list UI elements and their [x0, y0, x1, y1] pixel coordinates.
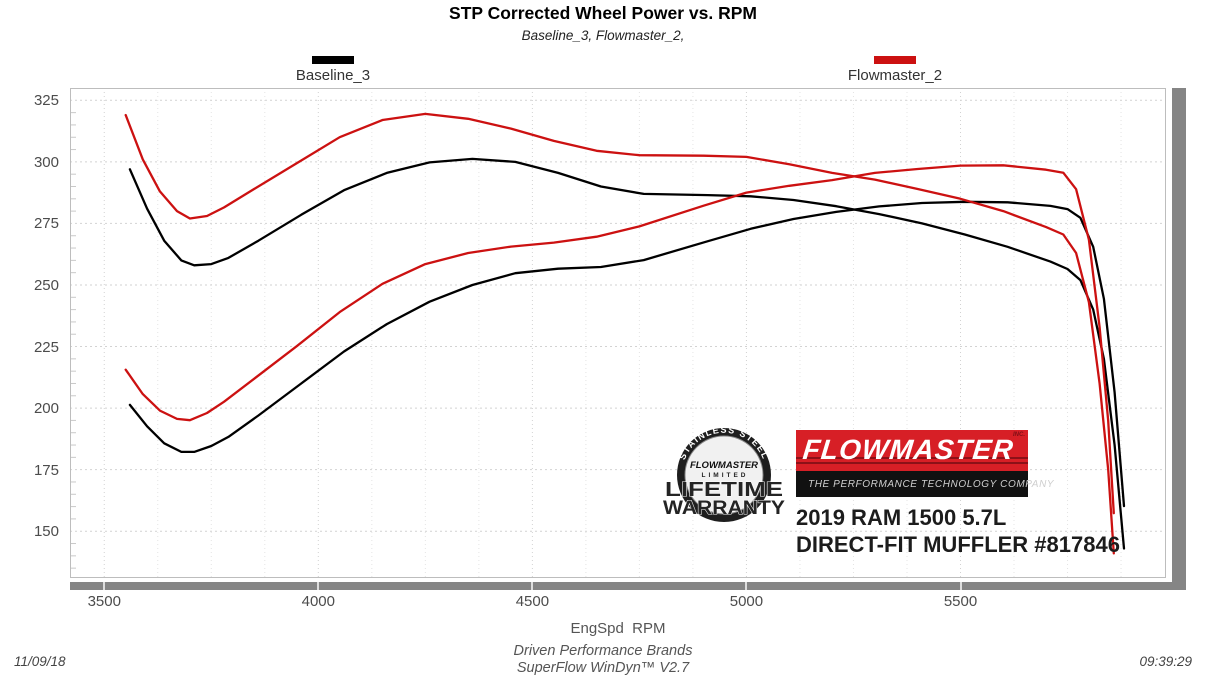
chart-subtitle: Baseline_3, Flowmaster_2,	[521, 28, 685, 43]
curve-Flowmaster_2_lower	[124, 164, 1115, 515]
y-tick-label: 225	[33, 338, 59, 356]
y-tick-label: 250	[33, 276, 59, 294]
y-tick-label: 175	[33, 461, 59, 479]
y-tick-label: 275	[33, 215, 59, 233]
part-description: DIRECT-FIT MUFFLER #817846	[796, 532, 1120, 557]
footer-software-line: SuperFlow WinDyn™ V2.7	[516, 660, 690, 676]
scrollbar-tick-notch	[959, 582, 962, 590]
legend-item-flowmaster: Flowmaster_2	[830, 56, 960, 84]
plot-border	[70, 88, 1166, 578]
badge-lifetime-text: LIFETIME	[665, 479, 783, 501]
flowmaster-wordmark: FLOWMASTER	[801, 434, 1016, 465]
x-tick-label: 3500	[87, 593, 121, 610]
scrollbar-tick-notch	[317, 582, 320, 590]
footer-brand-line: Driven Performance Brands	[513, 643, 693, 659]
scrollbar-tick-notch	[103, 582, 106, 590]
page-title: STP Corrected Wheel Power vs. RPM	[449, 3, 757, 23]
legend-swatch-baseline	[312, 56, 354, 64]
y-tick-label: 150	[33, 523, 59, 541]
badge-inner-disc	[684, 435, 764, 515]
curve-Baseline_3_upper	[128, 157, 1126, 550]
legend-swatch-flowmaster	[874, 56, 916, 64]
lifetime-warranty-badge: STAINLESS STEEL FLOWMASTER LIMITED LIFET…	[663, 425, 786, 522]
badge-brand-text: FLOWMASTER	[690, 460, 758, 471]
vehicle-description: 2019 RAM 1500 5.7L	[796, 505, 1007, 530]
scrollbar-tick-notch	[745, 582, 748, 590]
horizontal-scrollbar[interactable]	[70, 582, 1186, 590]
x-axis-title: EngSpd RPM	[570, 620, 666, 637]
logo-tagline: THE PERFORMANCE TECHNOLOGY COMPANY	[808, 478, 1055, 490]
x-tick-label: 5000	[729, 593, 764, 610]
x-tick-label: 5500	[943, 593, 978, 610]
y-tick-label: 325	[33, 92, 59, 110]
flowmaster-logo-black-panel: THE PERFORMANCE TECHNOLOGY COMPANY	[796, 471, 1054, 497]
y-axis-labels: 150 175 200 225 250 275 300 325	[0, 88, 62, 578]
flowmaster-logo: FLOWMASTER INC. THE PERFORMANCE TECHNOLO…	[796, 430, 1054, 497]
scrollbar-tick-notch	[531, 582, 534, 590]
curve-Flowmaster_2_upper	[124, 112, 1115, 555]
logo-inc-text: INC.	[1013, 432, 1025, 438]
logo-pinstripe	[796, 462, 1028, 464]
y-tick-label: 200	[33, 400, 59, 418]
footer-time: 09:39:29	[1139, 654, 1192, 669]
curve-Baseline_3_lower	[128, 200, 1126, 508]
y-tick-label: 300	[33, 153, 59, 171]
x-tick-label: 4000	[301, 593, 335, 610]
legend-label-flowmaster: Flowmaster_2	[847, 67, 943, 84]
legend-label-baseline: Baseline_3	[295, 67, 371, 84]
vertical-scrollbar[interactable]	[1172, 88, 1186, 590]
logo-pinstripe	[796, 457, 1028, 459]
badge-limited-text: LIMITED	[702, 472, 749, 479]
x-axis-labels: 3500 4000 4500 5000 5500	[70, 593, 1166, 611]
flowmaster-logo-red-panel: FLOWMASTER INC.	[796, 430, 1028, 471]
legend-item-baseline: Baseline_3	[268, 56, 398, 84]
footer-date: 11/09/18	[14, 654, 66, 669]
x-tick-label: 4500	[515, 593, 550, 610]
badge-warranty-text: WARRANTY	[663, 498, 785, 519]
